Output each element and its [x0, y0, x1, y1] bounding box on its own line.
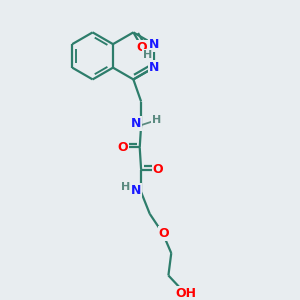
- Text: N: N: [148, 38, 159, 51]
- Text: N: N: [131, 117, 141, 130]
- Text: H: H: [121, 182, 130, 192]
- Text: O: O: [118, 141, 128, 154]
- Text: N: N: [148, 61, 159, 74]
- Text: O: O: [153, 163, 164, 176]
- Text: H: H: [142, 50, 152, 60]
- Text: N: N: [131, 184, 141, 197]
- Text: O: O: [159, 226, 170, 240]
- Text: H: H: [152, 115, 161, 125]
- Text: O: O: [136, 40, 147, 53]
- Text: OH: OH: [175, 286, 196, 299]
